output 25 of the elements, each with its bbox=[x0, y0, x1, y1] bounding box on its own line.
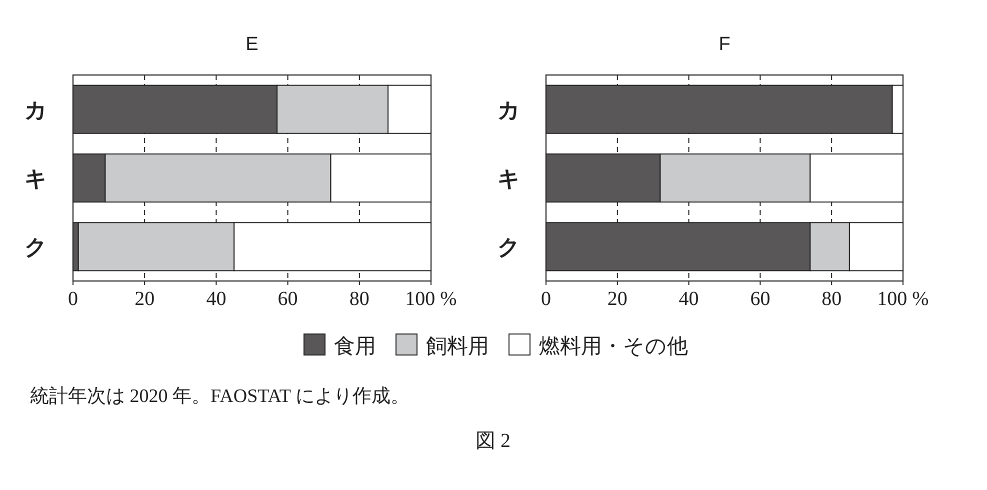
legend-label: 燃料用・その他 bbox=[539, 334, 688, 358]
text: 統計年次は 2020 年。FAOSTAT により作成。 bbox=[30, 386, 410, 407]
x-tick-label: 0 bbox=[68, 288, 78, 310]
y-tick-label: ク bbox=[24, 234, 48, 260]
y-tick-label: キ bbox=[24, 166, 48, 191]
x-tick-label: 80 bbox=[349, 288, 370, 310]
x-tick-label: 0 bbox=[541, 288, 551, 310]
x-tick-label: 100 % bbox=[405, 288, 457, 310]
y-tick-label: カ bbox=[24, 97, 48, 122]
y-tick-label: カ bbox=[498, 97, 520, 122]
legend-label: 食用 bbox=[334, 334, 376, 358]
x-tick-label: 100 % bbox=[877, 288, 929, 310]
chart-title: F bbox=[718, 34, 730, 55]
x-tick-label: 60 bbox=[750, 288, 770, 310]
chart-title: E bbox=[246, 34, 258, 55]
legend-label: 飼料用 bbox=[426, 334, 489, 358]
x-tick-label: 60 bbox=[278, 288, 298, 310]
y-tick-label: キ bbox=[498, 166, 520, 191]
x-tick-label: 80 bbox=[822, 288, 842, 310]
x-tick-label: 40 bbox=[678, 288, 699, 310]
caption: 図 2 bbox=[476, 430, 510, 452]
y-tick-label: ク bbox=[498, 234, 520, 260]
x-tick-label: 40 bbox=[206, 288, 226, 310]
x-tick-label: 20 bbox=[607, 288, 628, 310]
x-tick-label: 20 bbox=[134, 288, 155, 310]
